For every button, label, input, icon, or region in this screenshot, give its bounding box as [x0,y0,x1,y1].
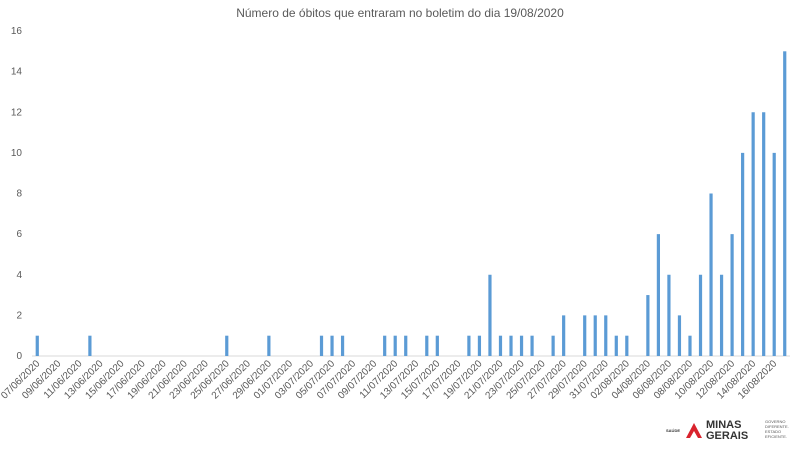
bar [751,112,755,356]
logo: SAÚDE MINAS GERAIS GOVERNO DIFERENTE. ES… [666,419,789,442]
bar [625,335,629,356]
bar [530,335,534,356]
bar [509,335,513,356]
bar [435,335,439,356]
bar [35,335,39,356]
bar [656,234,661,356]
bar [267,335,271,356]
bar [614,335,618,356]
logo-slogan: EFICIENTE. [765,434,787,439]
bar [425,335,429,356]
y-tick-label: 0 [16,351,22,362]
y-tick-label: 8 [16,189,22,200]
chart-title: Número de óbitos que entraram no boletim… [236,6,564,20]
bar [783,51,787,356]
logo-slogan: DIFERENTE. [765,424,789,429]
bar [477,335,482,356]
bar [383,335,387,356]
logo-triangle [686,423,702,438]
bar [467,335,471,356]
bar [225,335,229,356]
bar [593,315,597,356]
bar [762,112,766,356]
bar [772,152,776,356]
logo-name: MINAS [706,419,741,431]
y-tick-label: 16 [11,26,23,37]
bar [698,274,703,356]
y-tick-label: 6 [16,229,22,240]
bar [730,234,734,356]
bar [551,335,555,356]
bar [404,335,408,356]
bar [688,335,692,356]
y-tick-label: 2 [16,310,22,321]
bar [719,274,724,356]
bar [562,315,566,356]
y-tick-label: 10 [11,148,23,159]
bar [677,315,682,356]
bar [583,315,587,356]
bar [393,335,397,356]
logo-slogan: GOVERNO [765,419,785,424]
bar [340,335,345,356]
bar [319,335,324,356]
bar [498,335,503,356]
bar [330,335,334,356]
y-tick-label: 14 [11,67,23,78]
y-tick-label: 12 [11,107,23,118]
bar [709,193,713,356]
bar [88,335,92,356]
bar [646,295,650,356]
bar [519,335,524,356]
bar [488,274,492,356]
bar [667,274,671,356]
logo-slogan: ESTADO [765,429,781,434]
logo-triangle-inner [690,431,698,438]
y-tick-label: 4 [16,270,22,281]
bar [741,152,745,356]
bar [604,315,608,356]
logo-name: GERAIS [706,430,748,442]
logo-department: SAÚDE [666,428,680,433]
